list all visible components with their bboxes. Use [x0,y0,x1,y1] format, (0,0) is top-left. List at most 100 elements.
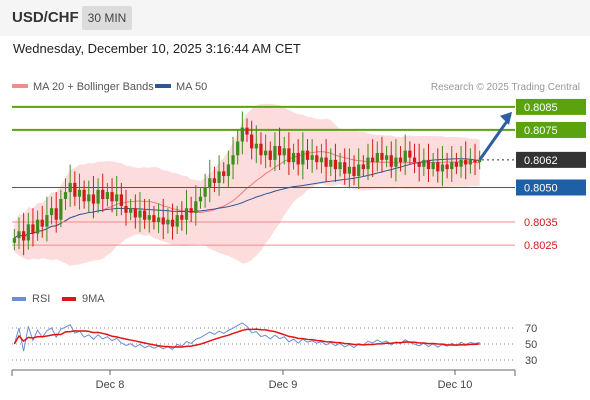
candle-body-54 [263,150,268,156]
bollinger-band-fill [14,103,480,266]
symbol-label: USD/CHF [12,9,79,26]
level-label-box-3 [516,179,586,196]
candle-body-77 [371,157,375,163]
candle-body-91 [436,162,440,172]
candle-body-0 [12,238,16,243]
ma20-legend-label: MA 20 + Bollinger Bands [33,81,154,93]
candle-body-47 [231,155,235,165]
level-label-box-2 [516,151,586,168]
candle-body-26 [133,208,137,218]
candle-body-43 [212,178,217,183]
candle-body-65 [315,155,319,163]
level-label-3: 0.8050 [524,183,558,195]
candle-body-95 [454,162,459,167]
moving-averages [14,151,480,239]
level-label-1: 0.8075 [524,125,558,137]
candle-body-29 [147,215,151,220]
x-tick-label-2: Dec 10 [438,379,473,391]
candle-body-24 [124,205,128,213]
candle-body-62 [301,150,305,165]
candle-body-67 [324,157,328,167]
candle-body-7 [45,215,49,227]
candle-body-18 [96,189,100,204]
candle-body-32 [161,217,165,225]
candle-body-89 [426,159,431,170]
candle-body-15 [82,189,86,202]
candle-body-93 [445,164,449,170]
candle-body-85 [408,150,412,158]
timeframe-button[interactable]: 30 MIN [82,6,132,30]
candle-body-19 [101,189,105,200]
candle-body-60 [291,152,296,163]
candle-body-74 [357,164,361,176]
candle-body-52 [254,143,258,149]
rsi-tick-50: 50 [525,339,537,351]
candle-body-39 [194,201,198,213]
rsi-tick-70: 70 [525,323,537,335]
level-label-5: 0.8025 [524,240,558,252]
candle-body-6 [40,219,44,227]
candle-body-82 [394,157,398,167]
candle-body-14 [77,189,82,197]
candle-body-64 [310,155,314,160]
rsi-line [13,322,480,352]
candle-body-88 [422,159,426,167]
candle-body-4 [31,224,35,234]
candle-body-28 [142,210,147,220]
candle-body-17 [91,194,96,204]
candle-body-78 [375,152,379,163]
rsi-legend-label: RSI [32,293,50,305]
candle-body-22 [115,194,119,202]
candle-body-11 [63,192,68,200]
level-label-box-1 [516,121,586,138]
candle-body-3 [26,224,30,241]
rsi-tick-30: 30 [525,355,537,367]
candle-body-96 [459,159,463,167]
candle-body-51 [250,134,254,149]
candle-body-55 [268,150,272,160]
candle-body-66 [319,157,324,163]
candle-body-87 [417,162,421,167]
rsi-ma-line [13,328,480,348]
candle-body-68 [329,159,333,167]
candle-body-25 [129,208,133,213]
candle-body-73 [352,166,356,176]
candle-body-10 [59,199,63,220]
forecast-arrow [478,111,512,161]
candle-body-56 [273,146,277,160]
candle-body-59 [287,148,291,163]
candle-body-71 [343,162,347,174]
candle-body-90 [431,162,435,170]
candle-body-40 [198,196,203,202]
candle-body-57 [277,146,282,156]
bollinger-bands [14,103,480,266]
candle-body-49 [240,127,244,142]
candle-body-79 [380,152,384,160]
candle-body-8 [49,208,54,216]
candle-body-5 [35,219,40,234]
candle-body-81 [389,155,393,167]
candles [12,111,482,256]
candle-body-16 [87,194,91,202]
level-label-2: 0.8062 [524,155,558,167]
candle-body-76 [366,157,370,170]
candle-body-61 [296,152,300,165]
candle-body-75 [361,164,365,170]
rsi-panel: 70 50 30 [12,322,537,367]
candle-body-63 [305,150,310,160]
candle-body-92 [440,164,445,172]
candle-body-83 [398,157,403,163]
candle-body-48 [236,141,240,156]
candle-body-100 [478,159,482,163]
ma50-line [14,158,480,239]
candle-body-36 [180,215,184,220]
candle-body-86 [412,157,417,163]
candle-body-2 [22,231,26,241]
candle-body-9 [54,208,58,220]
candle-body-45 [222,171,226,176]
rsi-legend-swatch [12,297,26,301]
candle-body-41 [203,187,207,197]
candle-body-53 [259,143,263,156]
candle-body-69 [333,159,338,170]
